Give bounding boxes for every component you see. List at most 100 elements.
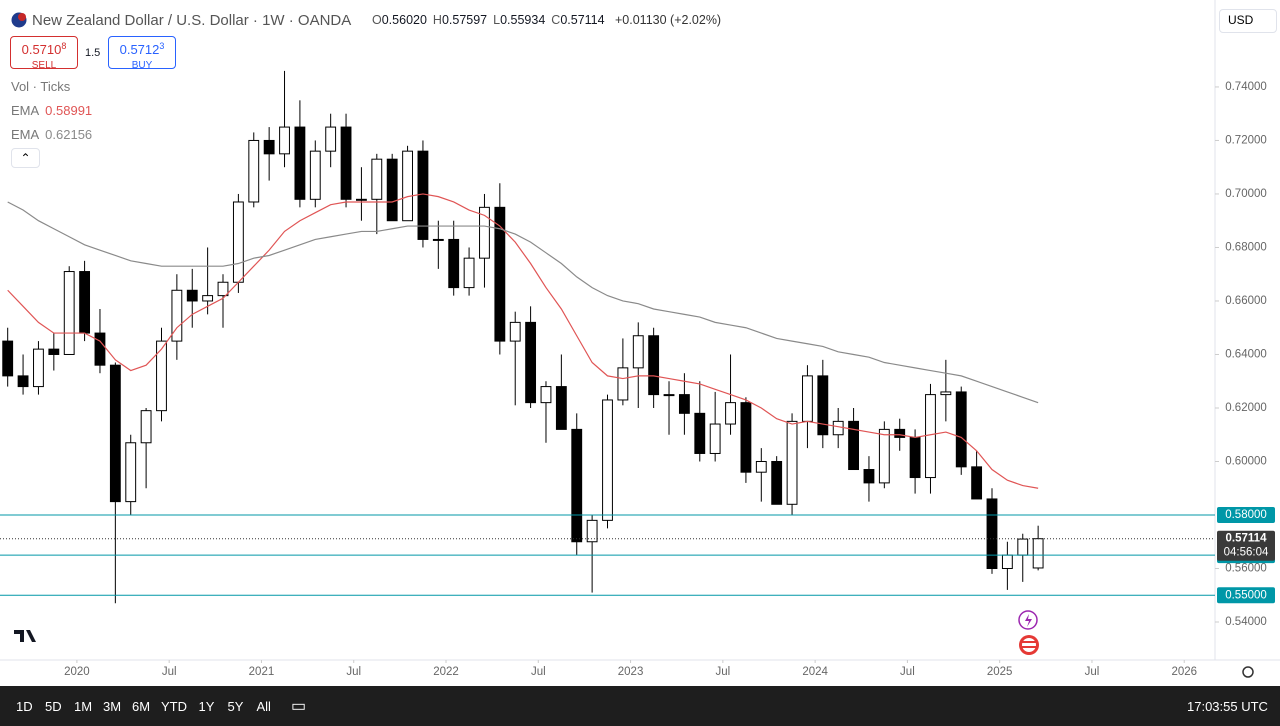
candle-body (279, 126, 290, 155)
candle-body (602, 399, 613, 521)
buy-button[interactable]: 0.57123 BUY (108, 36, 176, 71)
y-tick-label: 0.56000 (1225, 563, 1267, 575)
candle-body (448, 238, 460, 289)
y-tick-label: 0.74000 (1225, 81, 1267, 93)
candle-body (232, 201, 244, 283)
x-tick-label: Jul (531, 666, 546, 678)
candle-body (848, 420, 859, 471)
y-tick-label: 0.68000 (1225, 241, 1267, 253)
last-price-box (1217, 530, 1275, 561)
candle-body (894, 428, 906, 438)
ohlc-key: L (493, 13, 501, 27)
event-icon[interactable] (1018, 610, 1038, 630)
x-tick-label: 2020 (64, 666, 90, 678)
ohlc-value: 0.57597 (441, 13, 488, 27)
x-tick-label: 2021 (249, 666, 275, 678)
buy-pip: 3 (159, 41, 165, 51)
candle-body (509, 321, 521, 342)
candle-body (771, 460, 783, 505)
ema-line (7, 201, 1039, 404)
candle-body (386, 158, 398, 222)
candle-body (678, 394, 690, 414)
price-label-box (1217, 587, 1275, 604)
y-tick-label: 0.66000 (1225, 295, 1267, 307)
candle-body (786, 420, 798, 505)
price-label-box (1217, 506, 1275, 523)
candle-body (33, 348, 44, 388)
range-button[interactable]: 1Y (198, 699, 215, 714)
last-price-label: 0.57114 (1226, 533, 1268, 545)
range-button[interactable]: 6M (132, 699, 151, 714)
x-tick-label: 2023 (618, 666, 644, 678)
candle-body (94, 332, 106, 366)
range-button[interactable]: 5Y (227, 699, 244, 714)
candle-body (648, 335, 660, 396)
candle-body (248, 139, 260, 203)
x-tick-label: 2022 (433, 666, 459, 678)
candle-body (340, 126, 352, 200)
candle-body (217, 281, 229, 297)
candle-body (2, 340, 14, 377)
ema-line (7, 193, 1039, 489)
candle-body (494, 206, 506, 342)
ema-legend: EMA 0.58991 (11, 103, 92, 118)
candle-body (694, 412, 706, 454)
ohlc-key: H (432, 13, 442, 27)
ema-name: EMA (11, 103, 40, 118)
candle-body (1017, 538, 1029, 556)
ohlc-value: 0.56020 (381, 13, 427, 27)
range-button[interactable]: All (256, 699, 271, 714)
candle-body (663, 394, 675, 397)
range-button[interactable]: 3M (103, 699, 122, 714)
candle-body (140, 410, 152, 444)
volume-legend: Vol · Ticks (11, 79, 71, 94)
range-button[interactable]: YTD (161, 699, 187, 714)
settings-icon[interactable] (1242, 666, 1254, 678)
candle-body (402, 150, 413, 222)
y-tick-label: 0.64000 (1225, 349, 1267, 361)
ema-name: EMA (11, 127, 40, 142)
x-tick-label: Jul (1085, 666, 1100, 678)
y-tick-label: 0.72000 (1225, 134, 1267, 146)
candle-body (986, 498, 998, 570)
candle-body (586, 519, 598, 543)
collapse-button[interactable]: ⌃ (11, 148, 40, 168)
ohlc-value: 0.57114 (560, 13, 605, 27)
y-tick-label: 0.54000 (1225, 616, 1267, 628)
range-button[interactable]: 1M (74, 699, 93, 714)
candle-body (371, 158, 383, 200)
candle-body (525, 321, 537, 404)
candle-body (202, 295, 214, 302)
candle-body (817, 375, 829, 436)
ohlc-value: 0.55934 (500, 13, 546, 27)
candle-body (632, 335, 644, 369)
event-icon-bolt (1025, 614, 1032, 627)
buy-label: BUY (131, 60, 153, 71)
compare-icon[interactable]: ▭ (291, 698, 307, 715)
candle-body (294, 126, 306, 200)
currency[interactable]: USD (1219, 9, 1277, 33)
sell-button[interactable]: 0.57108 SELL (10, 36, 78, 71)
ohlc: O0.56020 H0.57597 L0.55934 C0.57114 (372, 13, 611, 27)
ohlc-key: O (372, 13, 382, 27)
buy-price: 0.5712 (119, 42, 160, 57)
plot: 0.54000 0.56000 0.60000 0.62000 0.64000 0.660… (2, 70, 1267, 678)
candle-body (171, 289, 183, 342)
price-label: 0.55000 (1225, 589, 1267, 601)
candle-body (571, 428, 583, 543)
y-tick-label: 0.62000 (1225, 402, 1267, 414)
candle-body (263, 139, 275, 155)
candle-body (156, 340, 167, 412)
candle-body (971, 466, 983, 500)
range-button[interactable]: 1D (16, 699, 33, 714)
flag-stripe (1022, 641, 1036, 643)
candle-body (617, 367, 629, 401)
range-button[interactable]: 5D (45, 699, 62, 714)
candle-body (79, 271, 91, 334)
candle-body (48, 348, 60, 355)
x-tick-label: 2025 (987, 666, 1013, 678)
ema-legend: EMA 0.62156 (11, 127, 92, 142)
sell-price: 0.5710 (21, 42, 62, 57)
candle-body (709, 423, 721, 454)
